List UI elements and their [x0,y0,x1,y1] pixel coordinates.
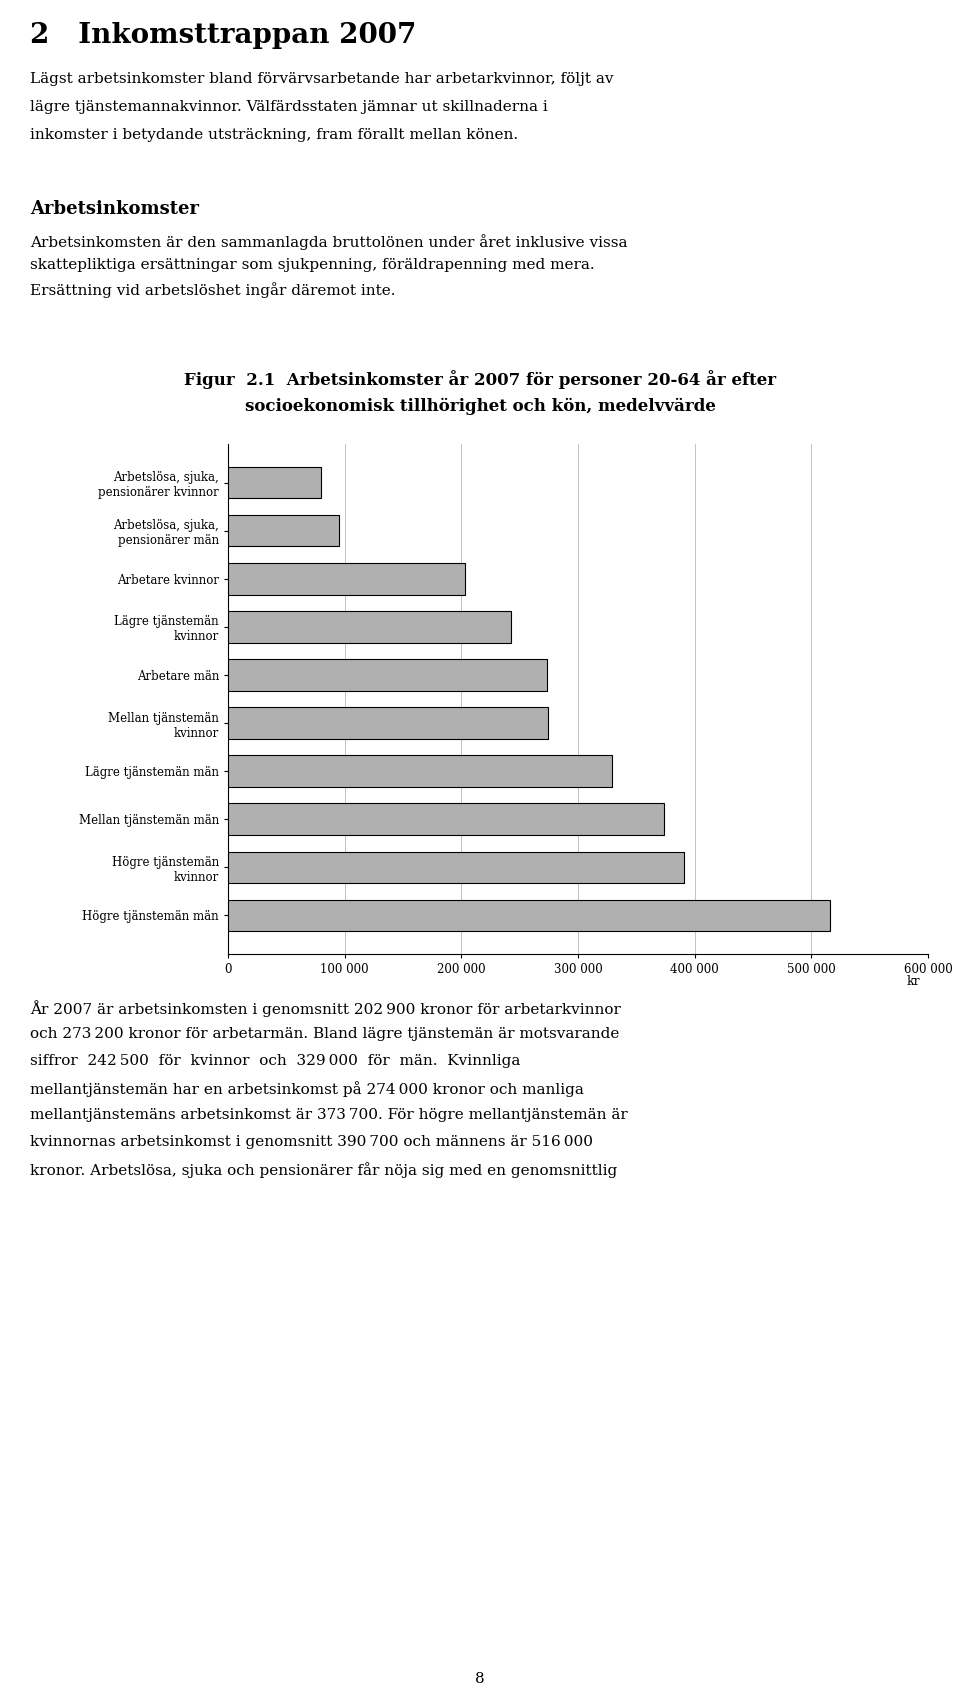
Bar [228,611,511,643]
Bar [228,563,465,595]
Text: 8: 8 [475,1672,485,1686]
Text: kvinnornas arbetsinkomst i genomsnitt 390 700 och männens är 516 000: kvinnornas arbetsinkomst i genomsnitt 39… [30,1135,593,1148]
Text: År 2007 är arbetsinkomsten i genomsnitt 202 900 kronor för arbetarkvinnor: År 2007 är arbetsinkomsten i genomsnitt … [30,1001,621,1018]
Text: och 273 200 kronor för arbetarmän. Bland lägre tjänstemän är motsvarande: och 273 200 kronor för arbetarmän. Bland… [30,1028,619,1041]
Bar [228,899,830,931]
Text: Arbetsinkomster: Arbetsinkomster [30,200,199,219]
Text: skattepliktiga ersättningar som sjukpenning, föräldrapenning med mera.: skattepliktiga ersättningar som sjukpenn… [30,258,594,271]
Text: Lägst arbetsinkomster bland förvärvsarbetande har arbetarkvinnor, följt av: Lägst arbetsinkomster bland förvärvsarbe… [30,71,613,86]
Text: mellantjänstemän har en arbetsinkomst på 274 000 kronor och manliga: mellantjänstemän har en arbetsinkomst på… [30,1080,584,1097]
Bar [228,516,339,546]
Text: Figur  2.1  Arbetsinkomster år 2007 för personer 20-64 år efter: Figur 2.1 Arbetsinkomster år 2007 för pe… [184,370,776,388]
Text: Arbetsinkomsten är den sammanlagda bruttolönen under året inklusive vissa: Arbetsinkomsten är den sammanlagda brutt… [30,234,628,249]
Text: siffror  242 500  för  kvinnor  och  329 000  för  män.  Kvinnliga: siffror 242 500 för kvinnor och 329 000 … [30,1053,520,1068]
Text: socioekonomisk tillhörighet och kön, medelvvärde: socioekonomisk tillhörighet och kön, med… [245,399,715,416]
Bar [228,851,684,884]
Bar [228,466,322,499]
Bar [228,755,612,787]
Text: lägre tjänstemannakvinnor. Välfärdsstaten jämnar ut skillnaderna i: lägre tjänstemannakvinnor. Välfärdsstate… [30,100,548,114]
Text: kr: kr [906,975,920,989]
Text: 2   Inkomsttrappan 2007: 2 Inkomsttrappan 2007 [30,22,417,49]
Bar [228,660,547,690]
Text: Ersättning vid arbetslöshet ingår däremot inte.: Ersättning vid arbetslöshet ingår däremo… [30,282,396,298]
Text: inkomster i betydande utsträckning, fram förallt mellan könen.: inkomster i betydande utsträckning, fram… [30,127,518,142]
Text: mellantjänstemäns arbetsinkomst är 373 700. För högre mellantjänstemän är: mellantjänstemäns arbetsinkomst är 373 7… [30,1107,628,1123]
Text: kronor. Arbetslösa, sjuka och pensionärer får nöja sig med en genomsnittlig: kronor. Arbetslösa, sjuka och pensionäre… [30,1162,617,1179]
Bar [228,707,547,739]
Bar [228,804,664,834]
